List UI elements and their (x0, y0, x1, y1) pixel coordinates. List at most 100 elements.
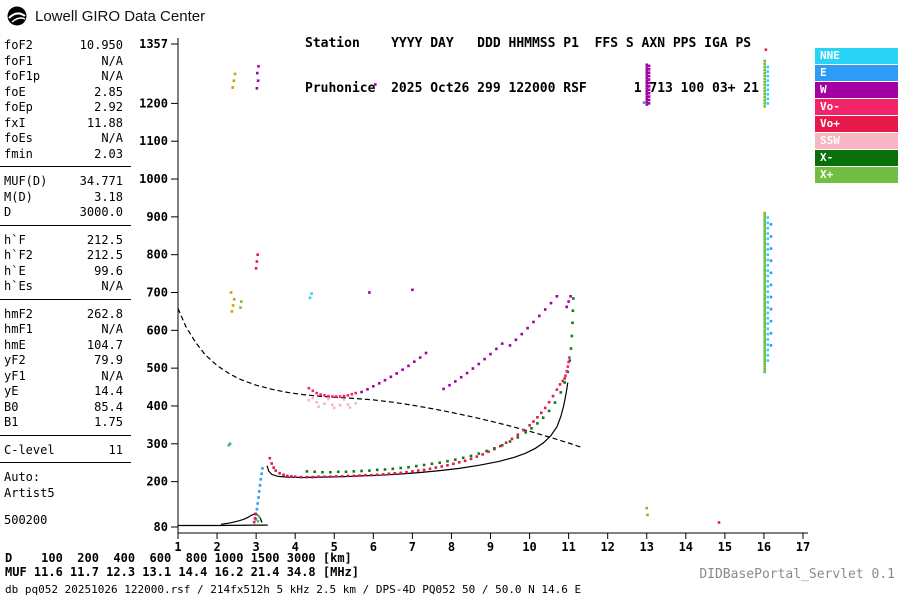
rfi-column-rfi-16mhz-cyan (766, 216, 770, 362)
x-tick-label: 3 (253, 540, 260, 554)
axis-ticks-and-labels: 1 2 3 4 5 6 7 8 9 10 11 12 13 14 15 16 17135712001100100… (139, 37, 810, 554)
param-row-hmf1: hmF1 N/A (0, 322, 131, 338)
param-value: 3.18 (94, 189, 123, 204)
y-tick-label: 600 (146, 323, 168, 337)
dmuf-distance-row: D 100 200 400 600 800 1000 1500 3000 [km… (5, 551, 352, 565)
x-tick-label: 5 (331, 540, 338, 554)
x-tick-label: 13 (640, 540, 654, 554)
param-row-fof1: foF1 N/A (0, 54, 131, 70)
param-label: h`F2 (4, 248, 33, 262)
param-row-md: M(D) 3.18 (0, 190, 131, 206)
param-row-mufd: MUF(D) 34.771 (0, 174, 131, 190)
param-label: fmin (4, 146, 33, 161)
echo-series-f-trace-o-mode (268, 377, 566, 479)
param-label: B1 (4, 415, 19, 429)
rfi-column-rfi-13mhz-magenta-2 (647, 64, 651, 105)
x-tick-label: 1 (174, 540, 181, 554)
param-row-fof2: foF2 10.950 (0, 38, 131, 54)
legend-item-ssw: SSW (815, 133, 898, 149)
param-value: 14.4 (94, 384, 123, 398)
param-label: D (4, 205, 12, 219)
brand: Lowell GIRO Data Center (6, 5, 205, 27)
legend-item-w: W (815, 82, 898, 98)
x-tick-label: 16 (757, 540, 771, 554)
y-tick-label: 200 (146, 475, 168, 489)
param-value: 11 (108, 442, 123, 457)
dmuf-muf-row: MUF 11.6 11.7 12.3 13.1 14.4 16.2 21.4 3… (5, 565, 360, 579)
param-value: N/A (101, 53, 123, 68)
param-row-hf2: h`F2 212.5 (0, 248, 131, 264)
param-row-yf2: yF2 79.9 (0, 353, 131, 369)
station-header: Station YYYY DAY DDD HHMMSS P1 FFS S AXN… (305, 6, 759, 111)
param-value: 99.6 (94, 263, 123, 278)
param-label: hmE (4, 337, 26, 352)
param-value: 79.9 (94, 353, 123, 367)
param-row-fmin: fmin 2.03 (0, 147, 131, 163)
param-row-b1: B1 1.75 (0, 415, 131, 431)
param-row-foes: foEs N/A (0, 131, 131, 147)
x-tick-label: 11 (561, 540, 575, 554)
legend-item-vo+: Vo+ (815, 116, 898, 132)
param-row-ye: yE 14.4 (0, 384, 131, 400)
param-value: 2.03 (94, 146, 123, 161)
param-row-yf1: yF1 N/A (0, 369, 131, 385)
param-row-he: h`E 99.6 (0, 264, 131, 280)
param-value: 11.88 (86, 115, 123, 130)
legend-item-x-: X- (815, 150, 898, 166)
auto-scaler-line: Artist5 (4, 485, 55, 500)
param-label: h`Es (4, 279, 33, 293)
x-tick-label: 6 (370, 540, 377, 554)
param-label: M(D) (4, 189, 33, 204)
param-label: yE (4, 384, 19, 398)
param-label: h`F (4, 232, 26, 247)
param-label: foEp (4, 100, 33, 114)
rfi-column-rfi-16mhz-cyan-top (766, 65, 770, 105)
param-row-foe: foE 2.85 (0, 85, 131, 101)
echo-series-noise-blue (228, 101, 646, 446)
param-label: fxI (4, 115, 26, 130)
param-label: C-level (4, 442, 55, 457)
param-row-foep: foEp 2.92 (0, 100, 131, 116)
param-label: foE (4, 84, 26, 99)
giro-logo (7, 6, 27, 26)
axes (177, 38, 808, 534)
rfi-column-rfi-16mhz-green (763, 211, 766, 374)
echo-series-second-hop-and-tip (307, 356, 571, 398)
param-row-hes: h`Es N/A (0, 279, 131, 295)
param-value: 3000.0 (79, 205, 123, 219)
param-row-d: D 3000.0 (0, 205, 131, 221)
param-label: B0 (4, 399, 19, 414)
param-label: hmF2 (4, 306, 33, 321)
x-tick-label: 4 (292, 540, 299, 554)
param-label: yF1 (4, 368, 26, 383)
echo-series-noise-green (227, 300, 649, 523)
auto-scaler-line: 500200 (4, 513, 48, 527)
rfi-column-rfi-16mhz-blue (769, 223, 773, 347)
y-tick-label: 1100 (139, 134, 168, 148)
y-tick-label: 1357 (139, 37, 168, 51)
rfi-column-rfi-13mhz-magenta (645, 63, 649, 106)
legend-item-e: E (815, 65, 898, 81)
param-row-clevel: C-level 11 (0, 443, 131, 459)
brand-title: Lowell GIRO Data Center (35, 7, 206, 25)
param-label: foF2 (4, 38, 33, 52)
param-value: 1.75 (94, 415, 123, 429)
param-row-b0: B0 85.4 (0, 400, 131, 416)
y-tick-label: 300 (146, 437, 168, 451)
param-value: 212.5 (86, 232, 123, 247)
echo-series-spread-echoes (360, 295, 572, 394)
param-row-hme: hmE 104.7 (0, 338, 131, 354)
x-tick-label: 10 (522, 540, 536, 554)
param-value: N/A (101, 322, 123, 336)
echo-series-spread-faint (307, 396, 357, 410)
echo-series-noise-gold (229, 72, 237, 313)
legend-item-x+: X+ (815, 167, 898, 183)
echo-series-noise-cyan (308, 292, 313, 300)
y-tick-label: 800 (146, 248, 168, 262)
param-row-fxi: fxI 11.88 (0, 116, 131, 132)
panel-separator (0, 462, 131, 463)
legend-item-nne: NNE (815, 48, 898, 64)
x-tick-label: 9 (487, 540, 494, 554)
param-row-fof1p: foF1p N/A (0, 69, 131, 85)
